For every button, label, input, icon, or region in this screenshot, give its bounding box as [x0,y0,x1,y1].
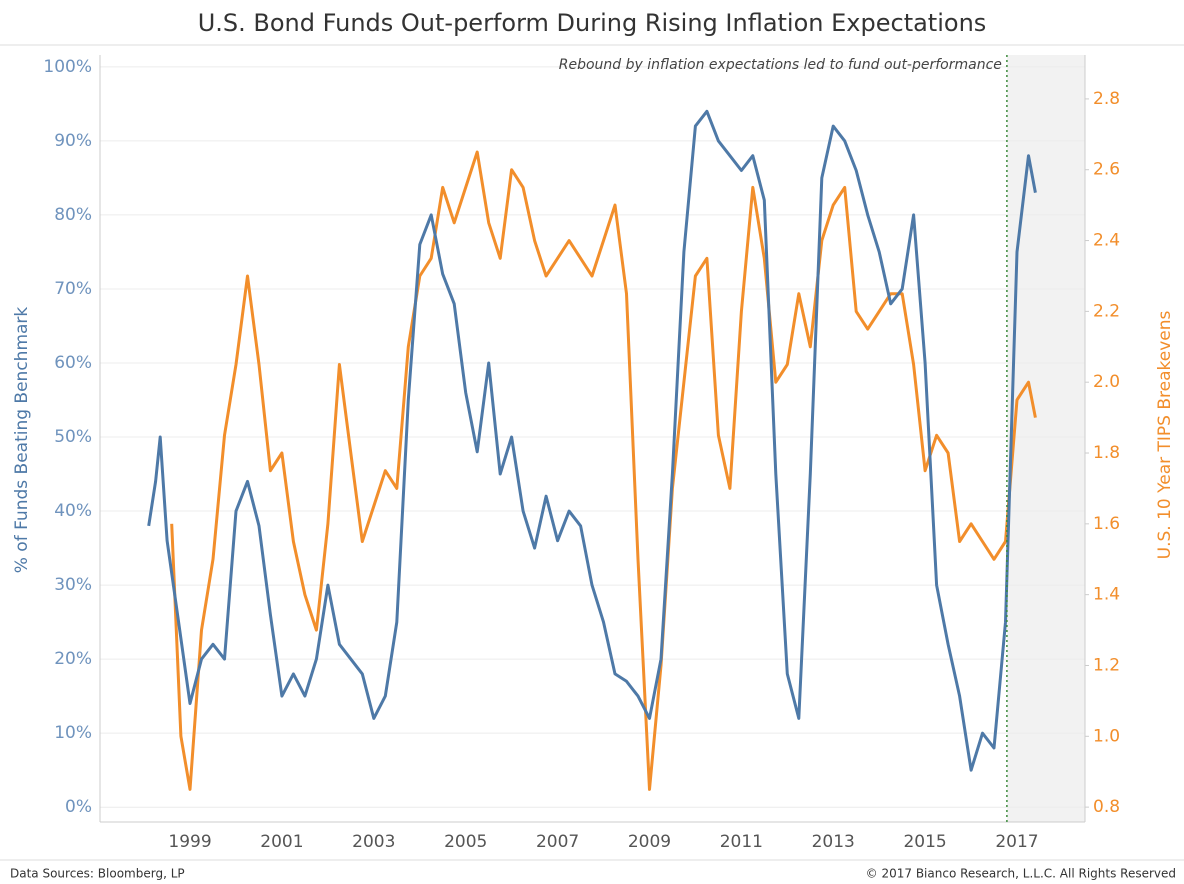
x-tick-label: 2009 [628,832,671,852]
y-tick-label: 80% [54,205,92,225]
y-tick-label: 70% [54,279,92,299]
y2-tick-label: 2.0 [1093,372,1120,392]
y2-tick-label: 1.6 [1093,514,1120,534]
x-tick-label: 2011 [720,832,763,852]
y2-tick-label: 1.4 [1093,585,1120,605]
y2-tick-label: 2.4 [1093,231,1120,251]
source: Data Sources: Bloomberg, LP [10,867,185,881]
y-axis-label: % of Funds Beating Benchmark [12,307,32,574]
y2-tick-label: 1.0 [1093,726,1120,746]
x-tick-label: 2003 [352,832,395,852]
y-tick-label: 30% [54,575,92,595]
x-tick-label: 2015 [903,832,946,852]
x-tick-label: 2001 [260,832,303,852]
y-tick-label: 0% [65,797,92,817]
y-tick-label: 10% [54,723,92,743]
series-line [170,150,1037,791]
x-tick-label: 2017 [995,832,1038,852]
y2-tick-label: 1.8 [1093,443,1120,463]
y-tick-label: 40% [54,501,92,521]
y2-axis-label: U.S. 10 Year TIPS Breakevens [1155,310,1175,559]
y2-tick-label: 1.2 [1093,655,1120,675]
series-line [147,109,1037,772]
y-tick-label: 20% [54,649,92,669]
annotation: Rebound by inflation expectations led to… [559,57,1002,73]
shade [1006,55,1085,822]
x-tick-label: 1999 [168,832,211,852]
y2-tick-label: 2.6 [1093,160,1120,180]
copyright: © 2017 Bianco Research, L.L.C. All Right… [866,867,1176,881]
y2-tick-label: 0.8 [1093,797,1120,817]
y-tick-label: 90% [54,131,92,151]
y-tick-label: 50% [54,427,92,447]
y2-tick-label: 2.8 [1093,89,1120,109]
y-tick-label: 100% [43,57,92,77]
x-tick-label: 2005 [444,832,487,852]
chart-title: U.S. Bond Funds Out-perform During Risin… [198,9,987,37]
x-tick-label: 2007 [536,832,579,852]
x-tick-label: 2013 [812,832,855,852]
y-tick-label: 60% [54,353,92,373]
y2-tick-label: 2.2 [1093,301,1120,321]
